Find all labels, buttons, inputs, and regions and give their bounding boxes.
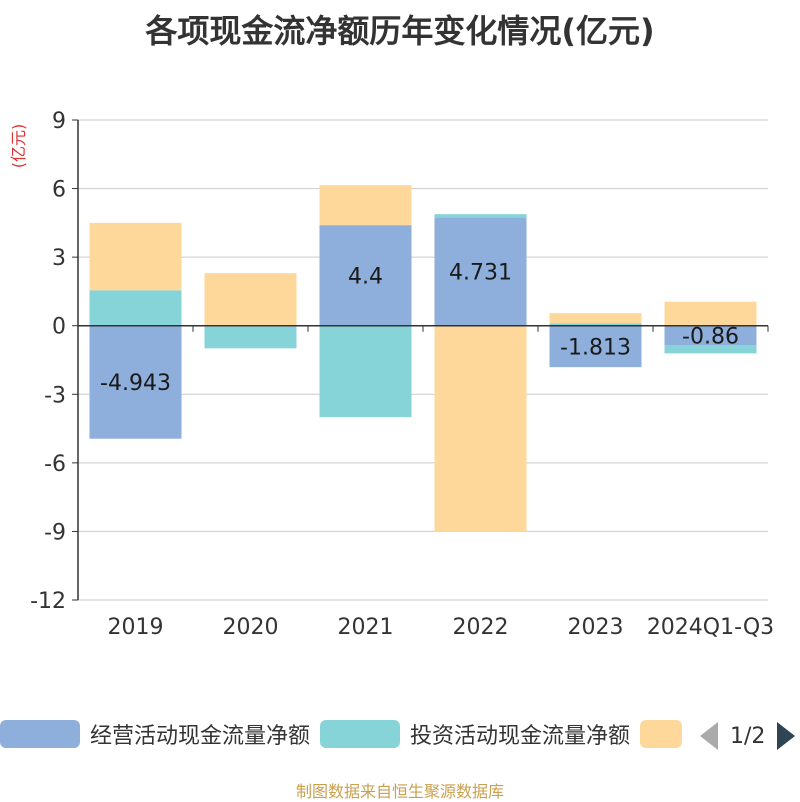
chart: 9 6 3 0 -3 -6 -9 -12 (亿元) -4.943 4.4 4.731 -1.813 -0.… (9, 109, 774, 640)
bar-investing (549, 323, 642, 326)
legend-item-third[interactable] (640, 716, 682, 752)
bar-third (319, 185, 412, 226)
data-label: 4.4 (348, 264, 383, 289)
bar-operating (319, 225, 412, 326)
bar-investing (664, 345, 757, 354)
bar-third (549, 313, 642, 324)
legend-item-investing[interactable]: 投资活动现金流量净额 (320, 716, 630, 752)
y-tick-label: 0 (52, 315, 66, 340)
chart-title: 各项现金流净额历年变化情况(亿元) (145, 12, 655, 50)
data-label: -1.813 (560, 335, 631, 360)
bar-investing (89, 290, 182, 326)
bar-operating (664, 325, 757, 346)
y-tick-label: -9 (44, 520, 66, 545)
source-footer: 制图数据来自恒生聚源数据库 (295, 782, 504, 801)
bar-operating (89, 325, 182, 439)
y-tick-label: 9 (52, 109, 66, 134)
legend-swatch-third (640, 720, 682, 748)
x-tick-label: 2022 (453, 615, 509, 640)
data-label: 4.731 (449, 261, 512, 286)
bar-third (89, 222, 182, 291)
y-tick-label: -12 (30, 589, 66, 614)
bar-investing (434, 214, 527, 218)
data-label: -0.86 (682, 325, 739, 350)
bar-operating (549, 325, 642, 368)
x-tick-label: 2020 (223, 615, 279, 640)
legend-pager: 1/2 (700, 718, 796, 754)
x-tick-label: 2024Q1-Q3 (647, 615, 774, 640)
y-tick-label: 6 (52, 178, 66, 203)
bar-operating (434, 217, 527, 326)
legend-swatch-investing (320, 720, 400, 748)
bar-third (434, 325, 527, 532)
x-tick-label: 2021 (338, 615, 394, 640)
bar-investing (204, 326, 297, 349)
legend-item-operating[interactable]: 经营活动现金流量净额 (0, 716, 310, 752)
legend-label-operating: 经营活动现金流量净额 (90, 724, 311, 749)
x-tick-label: 2023 (568, 615, 624, 640)
bar-third (664, 301, 757, 326)
legend: 经营活动现金流量净额 投资活动现金流量净额 1/2 (0, 716, 800, 756)
y-tick-label: -6 (44, 452, 66, 477)
bar-investing (319, 325, 412, 418)
bar-third (204, 273, 297, 326)
y-axis-label: (亿元) (9, 124, 28, 169)
legend-label-investing: 投资活动现金流量净额 (410, 724, 631, 749)
x-tick-label: 2019 (108, 615, 164, 640)
legend-swatch-operating (0, 720, 80, 748)
y-tick-label: -3 (44, 383, 66, 408)
pager-prev-icon[interactable] (700, 722, 718, 750)
y-tick-label: 3 (52, 246, 66, 271)
pager-text: 1/2 (730, 723, 766, 749)
data-label: -4.943 (100, 371, 171, 396)
pager-next-icon[interactable] (777, 722, 796, 750)
